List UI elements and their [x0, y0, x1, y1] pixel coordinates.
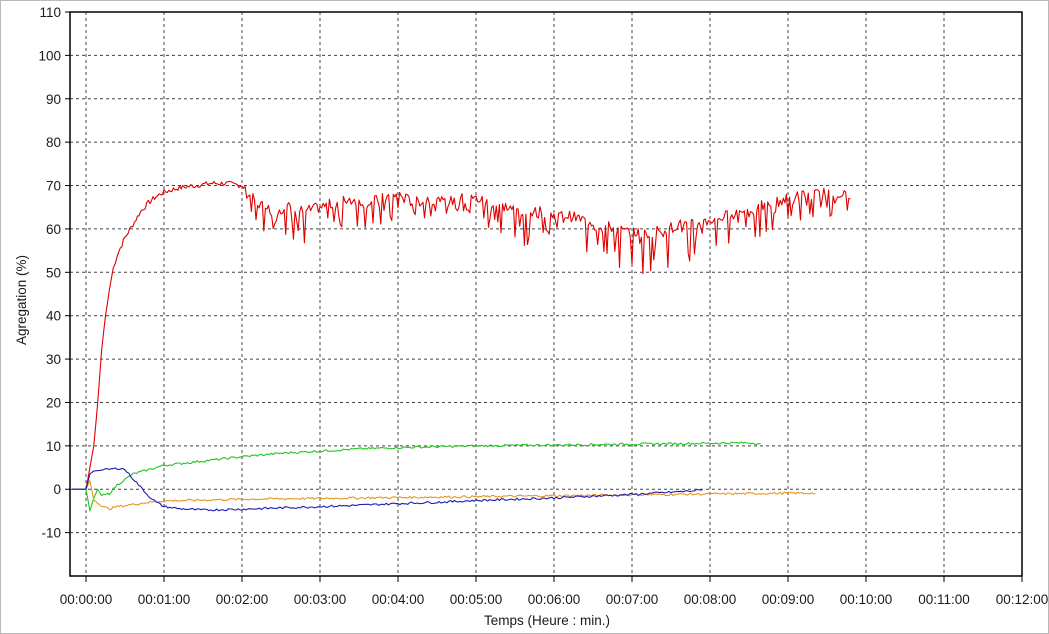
x-tick-label: 00:10:00	[840, 592, 893, 607]
y-tick-label: 60	[46, 222, 61, 237]
x-tick-label: 00:06:00	[528, 592, 581, 607]
x-tick-label: 00:09:00	[762, 592, 815, 607]
y-tick-label: 80	[46, 135, 61, 150]
y-tick-label: 20	[46, 395, 61, 410]
x-tick-label: 00:12:00	[996, 592, 1049, 607]
x-tick-label: 00:03:00	[294, 592, 347, 607]
y-tick-label: 70	[46, 179, 61, 194]
axes	[65, 11, 1023, 582]
x-axis-label: Temps (Heure : min.)	[484, 613, 610, 628]
y-tick-label: 50	[46, 265, 61, 280]
y-tick-label: 100	[38, 48, 61, 63]
tick-labels: -10 0 10 20 30 40 50 60 70 80 90 100 110 00:00:00 00:0…	[38, 5, 1048, 607]
series-line-2	[72, 441, 761, 512]
y-tick-label: 40	[46, 309, 61, 324]
x-tick-label: 00:05:00	[450, 592, 503, 607]
x-tick-label: 00:01:00	[138, 592, 191, 607]
x-tick-label: 00:11:00	[918, 592, 970, 607]
plot-area-border	[69, 11, 1023, 577]
x-tick-label: 00:04:00	[372, 592, 425, 607]
data-series-group	[72, 180, 851, 512]
y-tick-label: 90	[46, 92, 61, 107]
grid-lines	[70, 11, 1023, 576]
x-tick-label: 00:08:00	[684, 592, 737, 607]
y-axis-label: Agregation (%)	[14, 255, 29, 345]
x-tick-label: 00:02:00	[216, 592, 269, 607]
series-line-3	[72, 480, 816, 511]
series-line-4	[72, 467, 703, 512]
y-tick-label: 110	[39, 5, 61, 20]
x-tick-label: 00:00:00	[60, 592, 113, 607]
y-tick-label: 0	[53, 482, 61, 497]
y-tick-label: -10	[41, 526, 61, 541]
series-line-1	[72, 180, 851, 490]
y-tick-label: 10	[46, 439, 61, 454]
y-tick-label: 30	[46, 352, 61, 367]
x-tick-label: 00:07:00	[606, 592, 659, 607]
